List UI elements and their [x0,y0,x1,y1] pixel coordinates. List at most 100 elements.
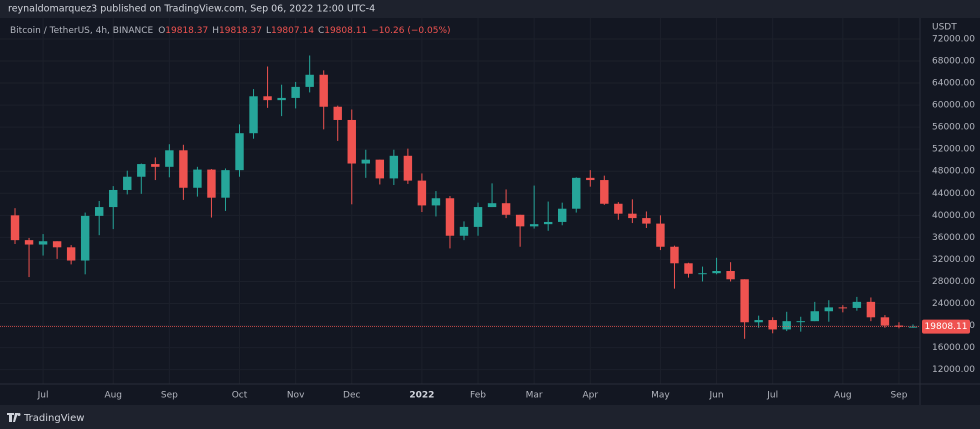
y-tick-label: 56000.00 [932,123,975,133]
brand-logo [7,413,21,422]
chart-panel [0,18,980,405]
candle-body [656,223,665,247]
legend-label: C [318,26,324,36]
candle-body [586,177,595,181]
x-tick-label: Feb [470,391,486,401]
candle-body [529,224,539,227]
legend-change: −10.26 (−0.05%) [371,26,450,36]
legend-value: 19818.37 [165,26,208,36]
y-tick-label: 60000.00 [932,101,975,111]
y-tick-label: 36000.00 [932,233,975,243]
candle-body [165,150,174,167]
candle-body [207,169,216,198]
candle-body [66,247,76,261]
x-tick-label: Jul [766,391,778,401]
candle-body [880,317,890,326]
candle-body [277,97,286,101]
candle-body [375,159,385,179]
candle-body [698,273,707,275]
candle-body [403,155,413,181]
candle-body [94,207,104,216]
candle-body [796,321,805,323]
candle-body [389,155,399,179]
candle-body [670,246,679,264]
legend-value: 19808.11 [324,26,367,36]
x-tick-label: Sep [161,391,178,401]
candle-body [866,301,876,318]
x-tick-label: Mar [526,391,543,401]
candle-body [628,213,637,219]
candle-body [151,164,160,167]
candle-body [38,241,48,245]
plot [0,55,920,339]
legend-label: O [158,26,165,36]
candle-body [249,96,258,134]
candle-body [179,150,188,188]
candle-body [908,326,918,328]
x-tick-label: Jul [37,391,49,401]
candle-body [445,198,455,236]
x-tick-label: May [651,391,670,401]
candle-body [319,74,328,107]
legend: Bitcoin / TetherUS, 4h, BINANCE O19818.37… [10,26,451,36]
candle-body [80,215,90,261]
candle-body [221,170,230,198]
legend-label: L [266,26,271,36]
candle-body [10,215,20,241]
candle-body [263,96,272,101]
candle-body [684,263,693,274]
y-tick-label: 28000.00 [932,277,975,287]
legend-value: 19818.37 [219,26,262,36]
candle-body [487,203,497,208]
x-tick-label: Jun [709,391,724,401]
candle-body [600,180,609,204]
candle-body [333,106,342,120]
candle-body [894,325,904,327]
candle-body [137,164,146,177]
candle-body [347,119,356,164]
candle-body [642,218,651,224]
candle-body [305,74,314,87]
legend-value: 19807.14 [271,26,314,36]
candle-body [235,133,244,171]
last-price-box [922,319,970,334]
candle-body [193,169,202,188]
candle-body [123,176,132,190]
x-tick-label: Apr [582,391,598,401]
legend-label: H [212,26,219,36]
y-unit: USDT [932,23,957,33]
candle-body [782,321,791,330]
last-price-label: 19808.11 [925,322,968,332]
candle-body [459,226,469,236]
candle-body [417,180,427,206]
x-tick-label: Dec [343,391,360,401]
y-tick-label: 16000.00 [932,343,975,353]
y-tick-label: 40000.00 [932,211,975,221]
candle-body [614,203,623,214]
candle-body [431,198,441,206]
candle-body [473,207,483,227]
y-tick-label: 44000.00 [932,189,975,199]
candle-body [291,86,300,98]
candle-body [501,203,511,215]
y-tick-label: 32000.00 [932,255,975,265]
axes: 12000.0016000.0020000.0024000.0028000.00… [37,34,976,400]
y-tick-label: 12000.00 [932,365,975,375]
brand-name: TradingView [23,413,84,424]
x-tick-label: Nov [287,391,305,401]
candle-body [558,208,567,222]
legend-symbol: Bitcoin / TetherUS, 4h, BINANCE [10,26,154,36]
candle-body [109,189,118,208]
candle-body [361,159,370,164]
y-tick-label: 64000.00 [932,79,975,89]
y-tick-label: 68000.00 [932,56,975,66]
y-tick-label: 24000.00 [932,299,975,309]
publish-header: reynaldomarquez3 published on TradingVie… [8,4,375,15]
candle-body [726,271,735,280]
x-tick-label: Sep [890,391,907,401]
candle-body [24,240,34,245]
candle-body [810,311,819,322]
x-tick-label: Aug [104,391,122,401]
candle-body [515,214,525,227]
